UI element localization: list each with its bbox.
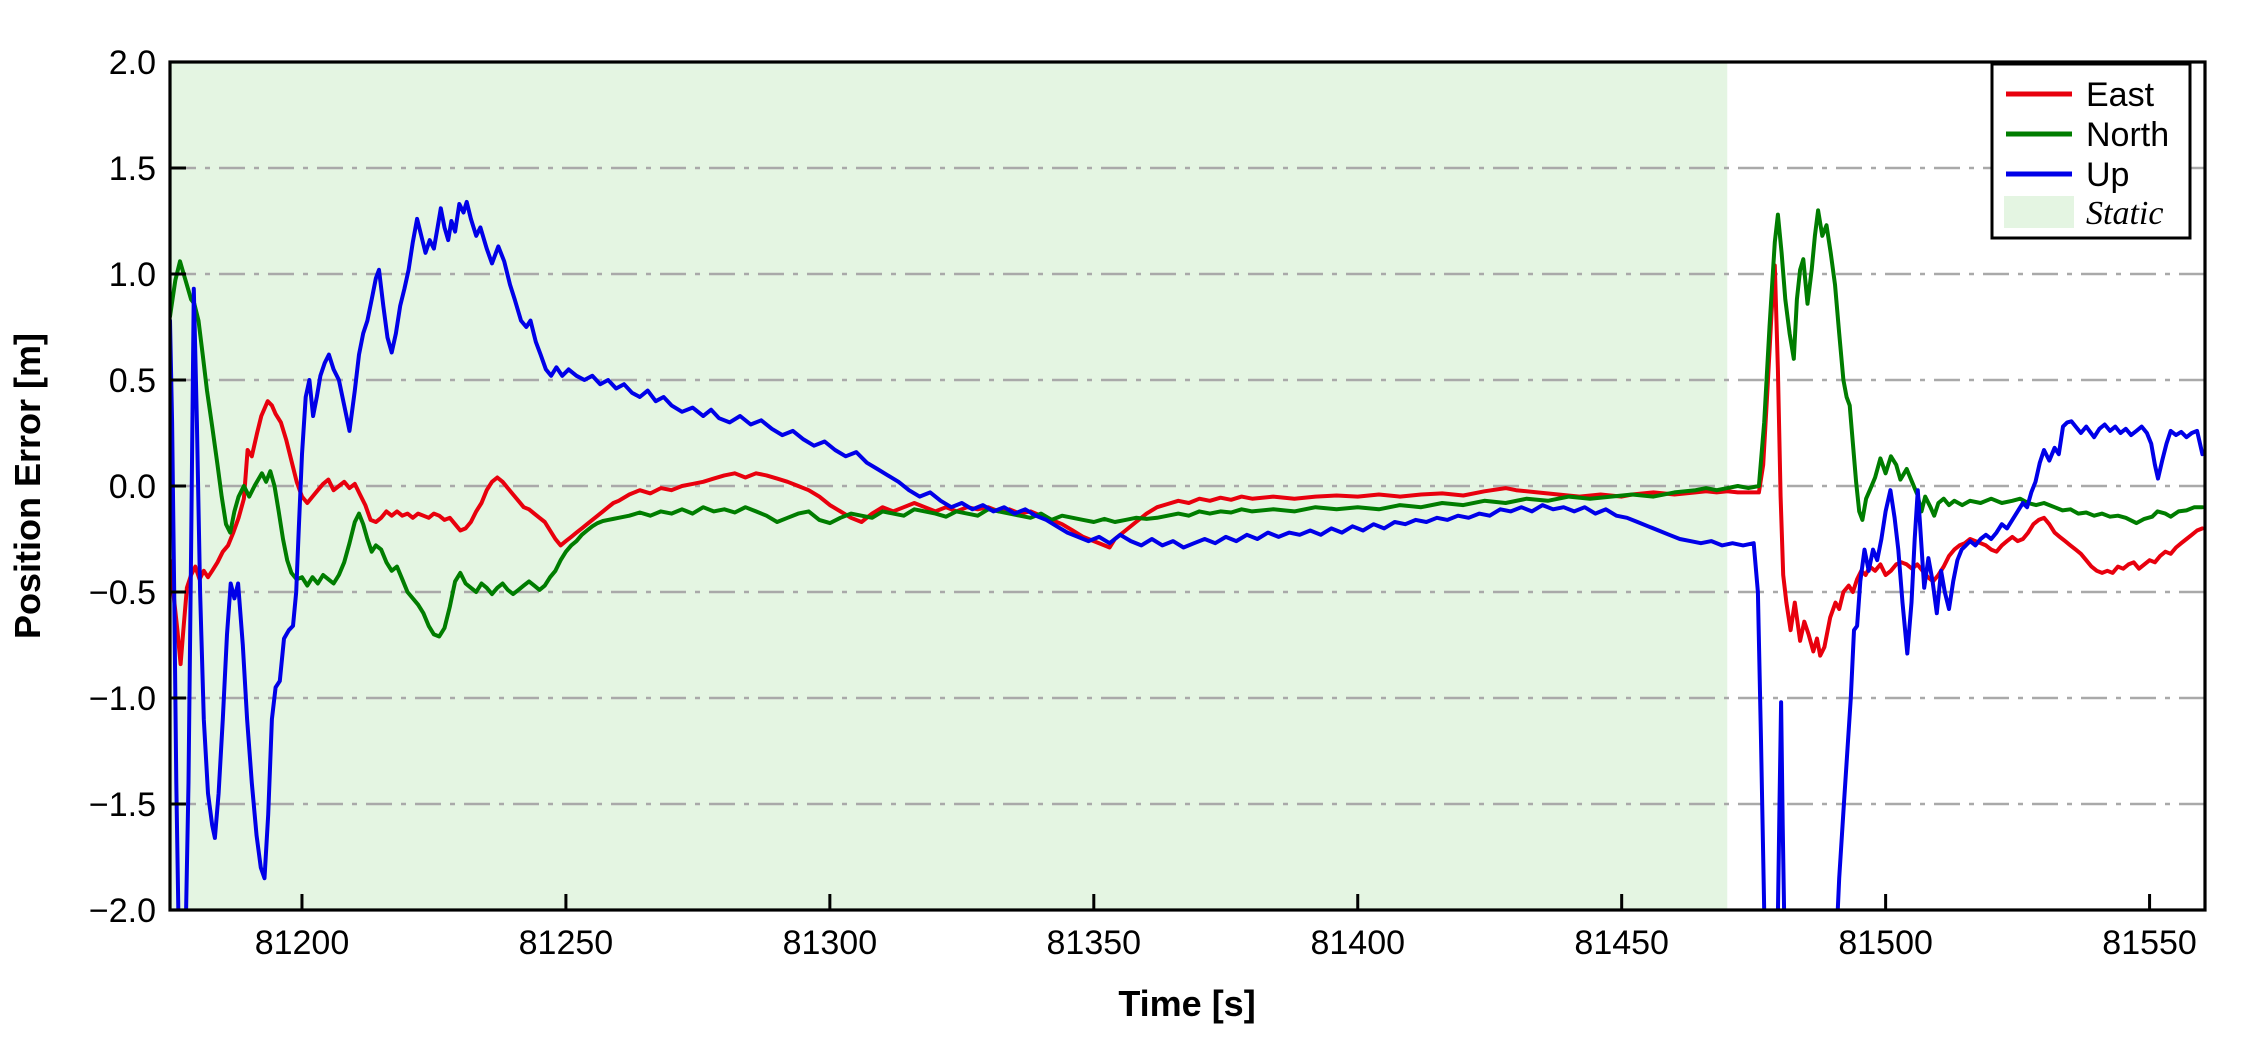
x-tick-label: 81200 — [255, 924, 350, 962]
y-tick-label: −0.5 — [89, 574, 156, 612]
x-tick-label: 81500 — [1838, 924, 1933, 962]
y-tick-label: −2.0 — [89, 892, 156, 930]
legend-static-label: Static — [2086, 195, 2163, 232]
legend-north-label: North — [2086, 116, 2169, 154]
y-tick-label: 1.0 — [109, 256, 156, 294]
y-tick-label: −1.5 — [89, 786, 156, 824]
data-series — [170, 199, 2205, 910]
y-tick-label: 0.0 — [109, 468, 156, 506]
x-tick-label: 81550 — [2102, 924, 2197, 962]
x-tick-label: 81400 — [1310, 924, 1405, 962]
x-tick-label: 81300 — [783, 924, 878, 962]
x-tick-label: 81450 — [1574, 924, 1669, 962]
y-tick-labels: −2.0 −1.5 −1.0 −0.5 0.0 0.5 1.0 1.5 2.0 — [89, 44, 156, 930]
axis-ticks — [170, 60, 2152, 912]
legend-east-label: East — [2086, 76, 2155, 114]
y-tick-label: 0.5 — [109, 362, 156, 400]
y-axis-label: Position Error [m] — [7, 333, 48, 639]
x-tick-labels: 81200 81250 81300 81350 81400 81450 81500 81550 — [255, 924, 2197, 962]
series-up-line — [170, 199, 2205, 910]
x-tick-label: 81250 — [519, 924, 614, 962]
series-north-line — [170, 208, 2205, 639]
y-tick-label: 1.5 — [109, 150, 156, 188]
legend-static-swatch — [2004, 196, 2074, 228]
x-axis-label: Time [s] — [1118, 983, 1255, 1024]
gridlines — [170, 166, 2205, 806]
y-tick-label: −1.0 — [89, 680, 156, 718]
y-tick-label: 2.0 — [109, 44, 156, 82]
x-tick-label: 81350 — [1047, 924, 1142, 962]
legend-up-label: Up — [2086, 156, 2129, 194]
